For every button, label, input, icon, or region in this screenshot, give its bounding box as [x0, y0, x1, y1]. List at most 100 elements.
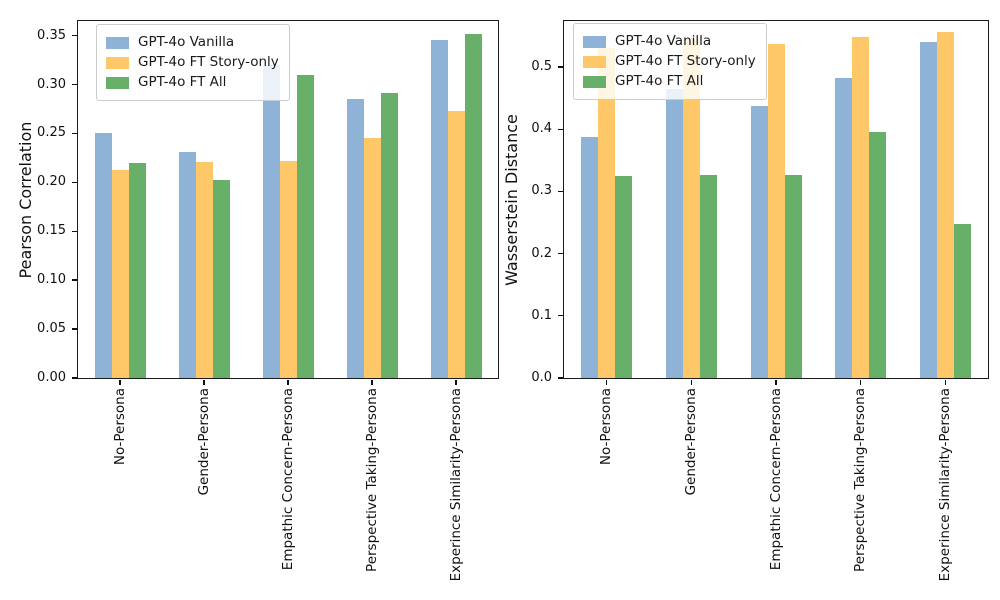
y-tick-label: 0.30 [37, 76, 66, 92]
legend-item: GPT-4o FT Story-only [583, 53, 756, 70]
y-tick-label: 0.05 [37, 321, 66, 337]
x-tick-label: Perspective Taking-Persona [852, 388, 869, 572]
y-tick-mark [557, 190, 563, 193]
bar [699, 175, 717, 378]
bar [835, 78, 853, 378]
legend-color-swatch-icon [583, 75, 606, 88]
x-tick-mark [203, 379, 205, 385]
bar [937, 32, 955, 378]
legend-color-swatch-icon [106, 56, 129, 69]
y-tick-mark [557, 252, 563, 255]
legend-item: GPT-4o Vanilla [583, 33, 756, 50]
legend-label: GPT-4o FT All [615, 73, 704, 89]
legend-label: GPT-4o FT All [138, 74, 227, 90]
bar [464, 33, 482, 378]
x-tick-label: Experince Similarity-Persona [937, 388, 954, 582]
bar [111, 169, 129, 378]
legend-color-swatch-icon [583, 35, 606, 48]
y-tick-label: 0.15 [37, 223, 66, 239]
y-axis-label: Pearson Correlation [16, 121, 35, 278]
y-tick-label: 0.4 [531, 121, 552, 137]
bar [869, 132, 887, 378]
x-tick-mark [371, 379, 373, 385]
bar [279, 160, 297, 378]
y-tick-mark [71, 83, 77, 86]
bar [380, 93, 398, 378]
legend-item: GPT-4o Vanilla [106, 34, 279, 51]
legend-item: GPT-4o FT All [106, 74, 279, 91]
x-tick-label: Gender-Persona [682, 388, 699, 496]
y-tick-mark [71, 279, 77, 281]
legend-color-swatch-icon [106, 76, 129, 89]
y-tick-label: 0.20 [37, 174, 66, 190]
y-tick-label: 0.25 [37, 125, 66, 141]
bar [580, 136, 598, 378]
bar [262, 65, 280, 378]
bar [212, 180, 230, 378]
x-tick-mark [605, 379, 608, 385]
y-tick-label: 0.35 [37, 27, 66, 43]
bar [178, 152, 196, 378]
bar [852, 36, 870, 378]
bar [363, 138, 381, 378]
y-tick-label: 0.10 [37, 272, 66, 288]
bar [954, 223, 972, 378]
x-tick-mark [455, 379, 457, 385]
x-tick-label: Experince Similarity-Persona [447, 388, 464, 582]
legend-color-swatch-icon [106, 36, 129, 49]
bar [430, 39, 448, 378]
y-tick-mark [71, 377, 77, 379]
x-tick-label: Empathic Concern-Persona [279, 388, 296, 571]
x-tick-mark [690, 379, 692, 385]
y-tick-label: 0.00 [37, 370, 66, 385]
bar [195, 161, 213, 378]
y-tick-mark [71, 328, 77, 330]
x-tick-mark [860, 379, 862, 385]
y-tick-mark [71, 132, 77, 135]
x-tick-label: Empathic Concern-Persona [767, 388, 784, 571]
y-tick-label: 0.2 [531, 245, 552, 261]
y-tick-mark [557, 66, 563, 68]
bar [784, 174, 802, 378]
x-tick-label: Gender-Persona [195, 388, 212, 496]
legend: GPT-4o Vanilla GPT-4o FT Story-only GPT-4o… [96, 24, 290, 101]
pearson-correlation-chart: Pearson Correlation 0.00 0.05 0.10 0.15 0.20… [16, 20, 499, 581]
x-tick-mark [944, 379, 947, 385]
x-tick-mark [119, 379, 121, 385]
y-tick-mark [557, 315, 563, 317]
x-tick-label: Perspective Taking-Persona [363, 388, 380, 572]
legend-label: GPT-4o FT Story-only [615, 53, 756, 69]
legend-item: GPT-4o FT All [583, 73, 756, 90]
legend-item: GPT-4o FT Story-only [106, 54, 279, 71]
bar [614, 175, 632, 378]
bar [447, 110, 465, 378]
bar [296, 74, 314, 378]
y-tick-mark [557, 377, 563, 379]
y-tick-mark [71, 34, 77, 37]
bar [682, 39, 700, 378]
bar [346, 99, 364, 378]
y-tick-label: 0.1 [531, 307, 552, 323]
x-tick-label: No-Persona [111, 388, 128, 466]
y-tick-mark [71, 230, 77, 232]
y-tick-label: 0.5 [531, 59, 552, 75]
y-tick-mark [557, 128, 563, 130]
bar [128, 162, 146, 378]
legend-color-swatch-icon [583, 55, 606, 68]
legend-label: GPT-4o Vanilla [138, 34, 235, 50]
legend-label: GPT-4o FT Story-only [138, 54, 279, 70]
y-tick-label: 0.3 [531, 183, 552, 199]
y-tick-mark [71, 181, 77, 184]
wasserstein-distance-chart: Wasserstein Distance 0.0 0.1 0.2 0.3 0.4 0.5 N… [502, 20, 989, 581]
bar [767, 44, 785, 378]
legend-label: GPT-4o Vanilla [615, 33, 712, 49]
x-tick-mark [287, 379, 289, 385]
y-tick-label: 0.0 [531, 370, 552, 385]
x-tick-label: No-Persona [597, 388, 614, 466]
bar [750, 106, 768, 378]
x-tick-mark [775, 379, 777, 385]
bar [665, 89, 683, 378]
legend: GPT-4o Vanilla GPT-4o FT Story-only GPT-4o… [573, 23, 767, 100]
bar [94, 133, 112, 378]
